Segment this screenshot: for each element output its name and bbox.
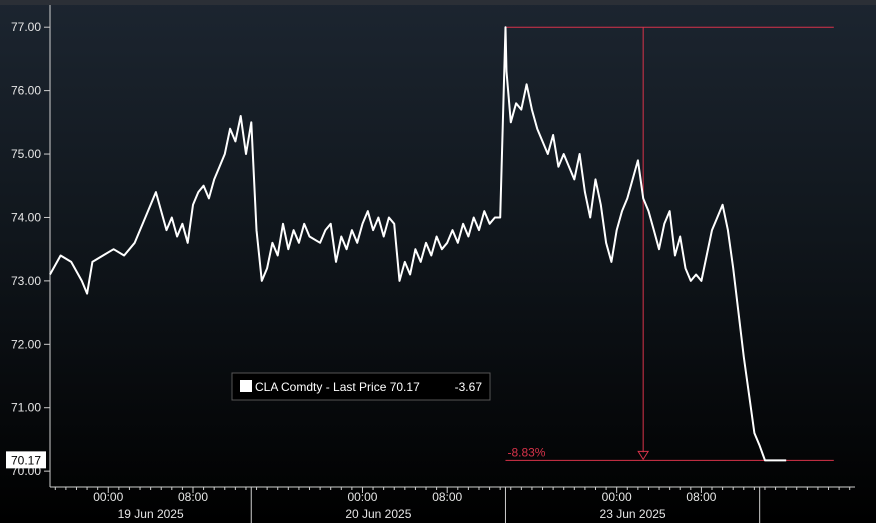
x-date-label: 20 Jun 2025 [345,507,411,521]
y-tick-label: 74.00 [11,210,41,224]
y-tick-label: 71.00 [11,401,41,415]
legend-change-value: -3.67 [455,380,483,394]
y-tick-label: 73.00 [11,274,41,288]
x-time-label: 00:00 [347,490,377,504]
series-layer [49,26,787,462]
legend: CLA Comdty - Last Price 70.17 -3.67 [231,372,491,401]
legend-series-label: CLA Comdty - Last Price 70.17 [255,380,420,394]
x-time-label: 08:00 [686,490,716,504]
y-tick-label: 76.00 [11,84,41,98]
x-time-label: 08:00 [178,490,208,504]
x-time-label: 00:00 [93,490,123,504]
y-tick-label: 72.00 [11,337,41,351]
toolbar-strip[interactable] [0,0,876,5]
y-tick-label: 75.00 [11,147,41,161]
change-percent-label: -8.83% [507,445,545,459]
x-date-label: 23 Jun 2025 [600,507,666,521]
x-date-label: 19 Jun 2025 [118,507,184,521]
last-price-tag: 70.17 [6,451,46,469]
last-price-tag-bg [6,451,46,469]
legend-swatch [240,380,252,392]
range-annotation: -8.83% [505,26,834,461]
legend-box [231,372,491,401]
x-time-label: 00:00 [602,490,632,504]
last-price-value: 70.17 [11,453,41,467]
series-line [49,26,787,462]
range-arrow-head [637,450,650,461]
axes: 77.0076.0075.0074.0073.0072.0071.0070.00… [11,5,855,523]
y-tick-label: 77.00 [11,20,41,34]
x-time-label: 08:00 [432,490,462,504]
